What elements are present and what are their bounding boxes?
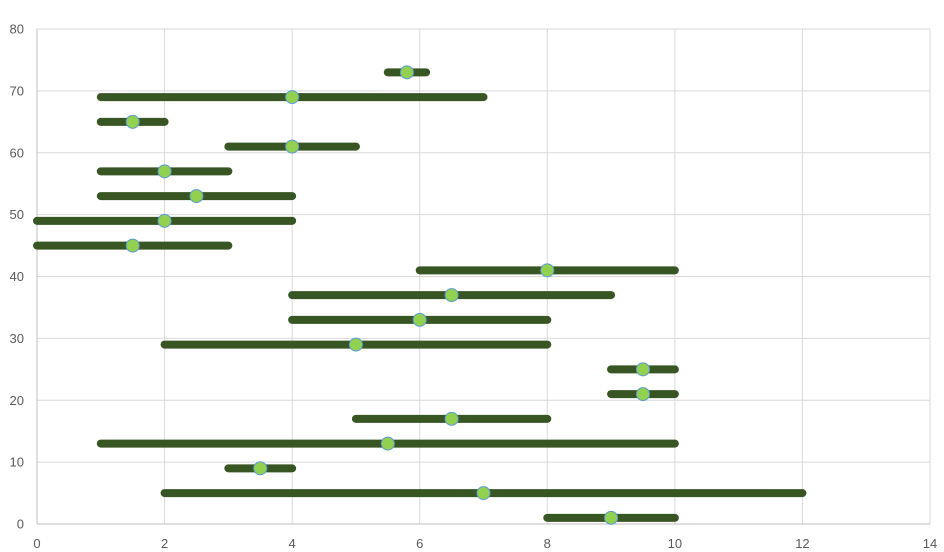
x-tick-label: 6 bbox=[416, 536, 423, 551]
y-tick-label: 40 bbox=[10, 269, 24, 284]
data-point bbox=[412, 312, 427, 327]
data-point bbox=[444, 288, 459, 303]
data-point bbox=[444, 411, 459, 426]
x-tick-label: 4 bbox=[289, 536, 296, 551]
x-tick-label: 10 bbox=[668, 536, 682, 551]
y-tick-label: 50 bbox=[10, 207, 24, 222]
y-tick-label: 70 bbox=[10, 83, 24, 98]
y-tick-label: 10 bbox=[10, 455, 24, 470]
data-point bbox=[604, 510, 619, 525]
data-point bbox=[253, 461, 268, 476]
x-tick-label: 0 bbox=[33, 536, 40, 551]
data-point bbox=[476, 486, 491, 501]
data-point bbox=[540, 263, 555, 278]
x-tick-label: 8 bbox=[544, 536, 551, 551]
gridlines bbox=[37, 28, 931, 524]
x-tick-label: 2 bbox=[161, 536, 168, 551]
y-tick-label: 60 bbox=[10, 145, 24, 160]
x-tick-label: 14 bbox=[923, 536, 937, 551]
data-point bbox=[380, 436, 395, 451]
data-point bbox=[635, 387, 650, 402]
data-point bbox=[399, 65, 414, 80]
data-point bbox=[348, 337, 363, 352]
y-tick-label: 0 bbox=[17, 517, 24, 532]
data-point bbox=[285, 90, 300, 105]
data-point bbox=[189, 189, 204, 204]
data-points bbox=[125, 65, 650, 525]
x-tick-label: 12 bbox=[795, 536, 809, 551]
data-point bbox=[157, 213, 172, 228]
data-point bbox=[125, 114, 140, 129]
y-tick-label: 20 bbox=[10, 393, 24, 408]
data-point bbox=[157, 164, 172, 179]
axes: 0 2 4 6 8 10 12 14 0 10 20 30 40 50 60 70 80 bbox=[10, 22, 938, 552]
data-point bbox=[125, 238, 140, 253]
y-tick-label: 80 bbox=[10, 22, 24, 37]
data-point bbox=[285, 139, 300, 154]
data-point bbox=[635, 362, 650, 377]
y-tick-label: 30 bbox=[10, 331, 24, 346]
